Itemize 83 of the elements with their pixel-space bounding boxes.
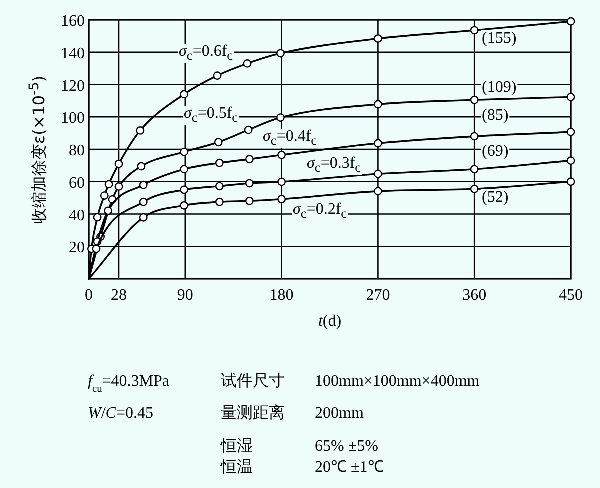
annotation: (155) [482,30,517,47]
point [245,196,254,206]
point [374,170,382,178]
point [374,34,382,43]
x-tick-label: 360 [462,287,487,304]
text: 100mm×100mm×400mm [315,373,480,390]
x-tick-label: 270 [366,287,390,304]
y-tick-label: 160 [61,13,85,30]
point [215,158,224,168]
text: 量测距离 [221,403,285,422]
point [137,162,146,171]
point [139,213,148,222]
x-tick-label: 180 [270,287,294,304]
point [136,126,145,135]
point [566,156,576,166]
point [93,213,102,222]
point [180,90,189,99]
x-tick-label: 450 [559,287,583,304]
point [470,96,479,104]
point [470,132,479,141]
point [470,184,479,194]
point [92,244,101,254]
text: 20℃ ±1℃ [315,459,384,476]
point [180,201,189,210]
point [374,139,382,148]
point [245,155,254,164]
x-tick-label: 90 [177,287,194,304]
point [104,180,114,189]
point [470,165,479,174]
point [278,195,286,204]
point [470,26,479,35]
text: 试件尺寸 [221,371,285,390]
y-tick-label: 100 [61,110,85,128]
point [213,72,222,80]
y-tick-label: 60 [69,174,85,192]
point [104,206,112,216]
text: f$_{cu}$=40.3MPa [88,373,170,394]
y-tick-label: 120 [61,78,85,95]
point [139,180,148,190]
point [276,49,285,58]
point [278,150,286,160]
series-label: σ$_{c}$=0.6f$_{c}$ [178,43,234,64]
point [276,114,285,122]
series-label: σ$_{c}$=0.2f$_{c}$ [292,201,348,222]
series-label: σ$_{c}$=0.3f$_{c}$ [306,155,362,176]
y-tick-label: 20 [69,240,85,257]
point [374,100,382,109]
point [215,182,224,191]
x-axis-title: t(d) [318,313,342,330]
y-tick-label: 80 [69,142,85,160]
annotation: (69) [482,143,509,160]
point [215,198,224,206]
point [180,148,189,156]
text: 恒湿 [220,436,253,455]
series-label: σ$_{c}$=0.4f$_{c}$ [262,128,318,148]
point [114,182,124,191]
annotation: (52) [482,189,509,206]
series-label: σ$_{c}$=0.5f$_{c}$ [183,105,240,126]
point [100,192,109,200]
point [180,186,189,194]
annotation: (85) [482,107,509,124]
annotation: (109) [482,79,517,96]
x-tick-label: 28 [110,287,127,304]
point [244,126,253,134]
point [566,178,576,186]
point [278,178,286,186]
point [566,93,576,102]
text: 65% ±5% [315,438,378,455]
x-tick-label: 0 [85,287,93,304]
point [114,160,124,168]
y-tick-label: 40 [69,207,85,224]
text: 200mm [315,405,364,422]
text: 恒温 [220,457,253,476]
point [374,187,382,196]
point [566,128,576,136]
point [180,165,189,174]
point [245,179,254,188]
y-tick-label: 140 [61,45,85,62]
point [566,17,576,26]
point [139,198,148,206]
point [243,60,252,68]
point [214,138,223,147]
text: W/C=0.45 [88,405,154,422]
